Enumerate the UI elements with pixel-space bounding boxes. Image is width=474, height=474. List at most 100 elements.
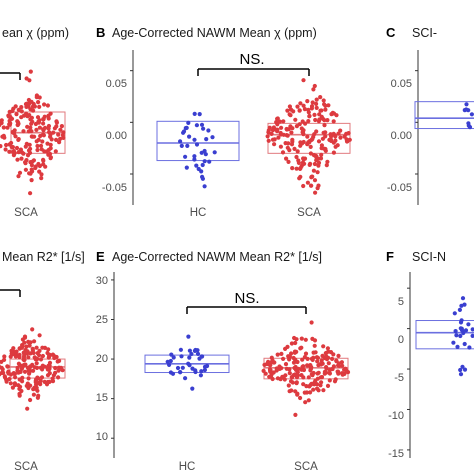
data-point	[326, 103, 331, 108]
data-point	[17, 377, 22, 382]
data-point	[312, 343, 317, 348]
panel-f-ytick: -15	[388, 448, 404, 460]
data-point	[202, 367, 207, 373]
data-point	[275, 116, 280, 121]
data-point	[199, 169, 204, 174]
data-point	[45, 103, 51, 108]
data-point	[19, 156, 24, 161]
data-point	[307, 140, 312, 145]
data-point	[187, 363, 192, 368]
data-point	[324, 354, 329, 359]
data-point	[340, 363, 345, 368]
data-point	[299, 345, 304, 350]
data-point	[0, 120, 4, 126]
data-point	[263, 371, 268, 376]
data-point	[345, 139, 350, 144]
data-point	[303, 400, 308, 405]
data-point	[305, 356, 310, 361]
data-point	[30, 368, 36, 373]
data-point	[195, 351, 201, 356]
data-point	[287, 148, 292, 153]
panel-e-xlabel-sca: SCA	[294, 461, 318, 473]
data-point	[54, 124, 59, 129]
data-point	[289, 341, 294, 346]
data-point	[290, 166, 295, 171]
data-point	[287, 371, 292, 376]
data-point	[51, 130, 56, 135]
data-point	[325, 159, 330, 164]
panel-e-xlabel-hc: HC	[179, 461, 196, 473]
data-point	[287, 389, 292, 394]
data-point	[319, 152, 324, 157]
data-point	[23, 144, 28, 149]
data-point	[41, 128, 46, 133]
data-point	[27, 78, 32, 83]
data-point	[20, 365, 25, 370]
data-point	[16, 361, 21, 366]
data-point	[41, 158, 46, 163]
data-point	[295, 359, 300, 365]
data-point	[26, 355, 31, 360]
panel-c-ytick: 0.00	[391, 130, 412, 142]
data-point	[275, 376, 280, 381]
data-point	[56, 368, 61, 373]
data-point	[17, 391, 22, 396]
panel-e-ytick: 15	[96, 392, 108, 404]
data-point	[194, 163, 199, 168]
data-point	[294, 166, 299, 171]
data-point	[53, 365, 58, 371]
panel-b-xlabel-sca: SCA	[297, 207, 321, 219]
data-point	[203, 152, 208, 157]
data-point	[205, 363, 210, 369]
data-point	[333, 377, 338, 382]
panel-d: Mean R2* [1/s] SCA	[2, 250, 85, 473]
data-point	[32, 385, 37, 390]
data-point	[311, 87, 316, 92]
data-point	[293, 412, 298, 417]
data-point	[19, 105, 24, 110]
data-point	[8, 121, 13, 126]
data-point	[315, 170, 320, 175]
data-point	[47, 360, 53, 365]
data-point	[287, 367, 292, 372]
panel-b-ytick: 0.00	[106, 130, 127, 142]
data-point	[285, 344, 290, 349]
panel-c-letter: C	[386, 25, 396, 40]
data-point	[30, 327, 35, 332]
data-point	[194, 142, 200, 147]
data-point	[325, 346, 330, 351]
data-point	[38, 143, 44, 148]
data-point	[59, 124, 64, 129]
panel-c-title: SCI-	[412, 26, 437, 40]
data-point	[285, 108, 290, 113]
data-point	[7, 109, 12, 114]
data-point	[319, 146, 324, 151]
data-point	[27, 370, 32, 375]
data-point	[28, 117, 33, 122]
data-point	[297, 122, 302, 127]
data-point	[287, 112, 292, 117]
data-point	[40, 139, 45, 144]
data-point	[34, 127, 39, 132]
data-point	[28, 383, 33, 388]
data-point	[48, 146, 53, 151]
data-point	[319, 380, 324, 385]
data-point	[274, 368, 279, 373]
data-point	[179, 354, 184, 359]
data-point	[21, 350, 26, 355]
data-point	[312, 112, 317, 117]
box-iqr	[415, 320, 474, 350]
data-point	[269, 131, 274, 136]
data-point	[199, 354, 204, 359]
data-point	[317, 112, 322, 117]
data-point	[47, 353, 52, 358]
data-point	[170, 371, 176, 376]
data-point	[324, 350, 329, 356]
data-point	[179, 143, 184, 148]
data-point	[298, 165, 303, 171]
panel-b-ns-label: NS.	[239, 51, 264, 68]
data-point	[184, 125, 189, 130]
data-point	[5, 125, 10, 130]
data-point	[37, 125, 43, 130]
data-point	[16, 370, 21, 375]
